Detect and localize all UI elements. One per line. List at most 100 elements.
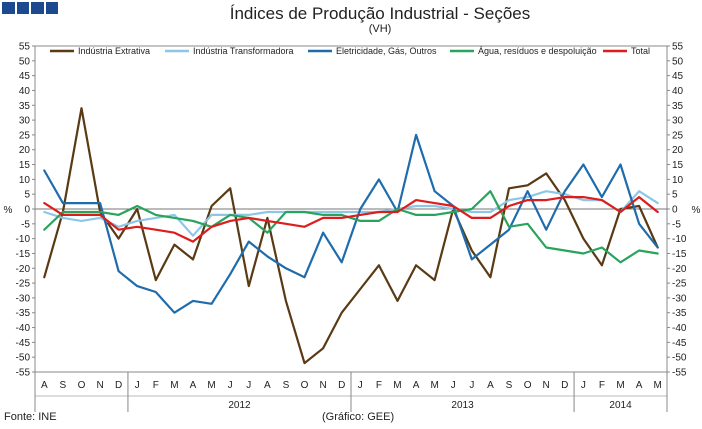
x-tick-label: J — [469, 380, 474, 391]
y-tick-label-left: -55 — [16, 368, 31, 379]
x-tick-label: J — [228, 380, 233, 391]
x-tick-label: F — [153, 380, 159, 391]
chart-credit: (Gráfico: GEE) — [322, 411, 395, 423]
x-tick-label: A — [636, 380, 643, 391]
series-line — [43, 133, 659, 314]
x-tick-label: A — [487, 380, 494, 391]
x-tick-label: N — [543, 380, 550, 391]
series-line — [43, 107, 659, 365]
legend-label: Total — [631, 46, 650, 56]
x-tick-label: D — [338, 380, 345, 391]
x-year-label: 2012 — [228, 400, 251, 411]
x-tick-label: M — [393, 380, 401, 391]
y-tick-label-right: 0 — [672, 205, 678, 216]
y-tick-label-right: -40 — [672, 323, 687, 334]
y-tick-label-left: -20 — [16, 264, 31, 275]
y-tick-label-right: -15 — [672, 249, 687, 260]
x-tick-label: M — [616, 380, 624, 391]
y-tick-label-left: -35 — [16, 308, 31, 319]
x-tick-label: S — [506, 380, 513, 391]
y-tick-label-left: -15 — [16, 249, 31, 260]
series-line — [43, 196, 659, 243]
y-tick-label-right: 55 — [672, 42, 684, 53]
x-year-label: 2013 — [451, 400, 474, 411]
y-tick-label-right: -5 — [672, 219, 681, 230]
chart-title: Índices de Produção Industrial - Seções — [229, 4, 531, 23]
x-tick-label: S — [283, 380, 290, 391]
y-tick-label-right: 30 — [672, 116, 684, 127]
x-tick-label: S — [60, 380, 67, 391]
x-tick-label: O — [301, 380, 309, 391]
y-tick-label-right: 25 — [672, 130, 684, 141]
x-tick-label: N — [320, 380, 327, 391]
y-tick-label-left: -10 — [16, 234, 31, 245]
y-tick-label-left: -45 — [16, 338, 31, 349]
x-tick-label: N — [96, 380, 103, 391]
x-tick-label: J — [451, 380, 456, 391]
y-tick-label-left: 25 — [19, 130, 31, 141]
x-tick-label: O — [524, 380, 532, 391]
legend-label: Água, resíduos e despoluição — [478, 46, 597, 56]
y-axis-label-left: % — [4, 205, 13, 216]
legend-label: Indústria Extrativa — [78, 46, 150, 56]
x-tick-label: M — [654, 380, 662, 391]
y-tick-label-right: 20 — [672, 145, 684, 156]
y-tick-label-right: 15 — [672, 160, 684, 171]
y-tick-label-right: -55 — [672, 368, 687, 379]
y-tick-label-right: -45 — [672, 338, 687, 349]
x-tick-label: A — [41, 380, 48, 391]
y-tick-label-left: 50 — [19, 56, 31, 67]
x-tick-label: M — [207, 380, 215, 391]
y-tick-label-left: 0 — [24, 205, 30, 216]
y-tick-label-right: -10 — [672, 234, 687, 245]
y-tick-label-left: 45 — [19, 71, 31, 82]
x-tick-label: A — [190, 380, 197, 391]
y-tick-label-right: 50 — [672, 56, 684, 67]
brand-logo — [2, 2, 58, 14]
y-tick-label-right: -20 — [672, 264, 687, 275]
series-line — [43, 190, 659, 264]
y-tick-label-left: -50 — [16, 353, 31, 364]
y-tick-label-left: -5 — [21, 219, 30, 230]
legend-label: Indústria Transformadora — [193, 46, 294, 56]
y-tick-label-right: -25 — [672, 279, 687, 290]
y-tick-label-left: -40 — [16, 323, 31, 334]
y-tick-label-left: 30 — [19, 116, 31, 127]
series-line — [43, 190, 659, 237]
y-tick-label-right: 10 — [672, 175, 684, 186]
y-tick-label-right: -30 — [672, 293, 687, 304]
y-tick-label-right: 40 — [672, 86, 684, 97]
y-tick-label-left: 40 — [19, 86, 31, 97]
chart-subtitle: (VH) — [368, 23, 392, 35]
source-note: Fonte: INE — [4, 411, 57, 423]
x-tick-label: F — [599, 380, 605, 391]
x-tick-label: J — [581, 380, 586, 391]
y-tick-label-right: 5 — [672, 190, 678, 201]
y-tick-label-right: 45 — [672, 71, 684, 82]
y-tick-label-left: 5 — [24, 190, 30, 201]
y-tick-label-left: -25 — [16, 279, 31, 290]
y-tick-label-left: -30 — [16, 293, 31, 304]
y-tick-label-right: -50 — [672, 353, 687, 364]
y-axis-label-right: % — [692, 205, 701, 216]
y-tick-label-left: 10 — [19, 175, 31, 186]
x-tick-label: J — [135, 380, 140, 391]
x-tick-label: D — [561, 380, 568, 391]
x-tick-label: A — [264, 380, 271, 391]
x-tick-label: D — [115, 380, 122, 391]
y-tick-label-right: -35 — [672, 308, 687, 319]
y-tick-label-left: 35 — [19, 101, 31, 112]
x-tick-label: J — [246, 380, 251, 391]
y-tick-label-left: 20 — [19, 145, 31, 156]
x-tick-label: M — [170, 380, 178, 391]
x-tick-label: J — [358, 380, 363, 391]
y-tick-label-right: 35 — [672, 101, 684, 112]
x-tick-label: O — [78, 380, 86, 391]
y-tick-label-left: 15 — [19, 160, 31, 171]
y-tick-label-left: 55 — [19, 42, 31, 53]
x-tick-label: M — [430, 380, 438, 391]
legend-label: Eletricidade, Gás, Outros — [336, 46, 437, 56]
x-tick-label: F — [376, 380, 382, 391]
x-year-label: 2014 — [609, 400, 632, 411]
